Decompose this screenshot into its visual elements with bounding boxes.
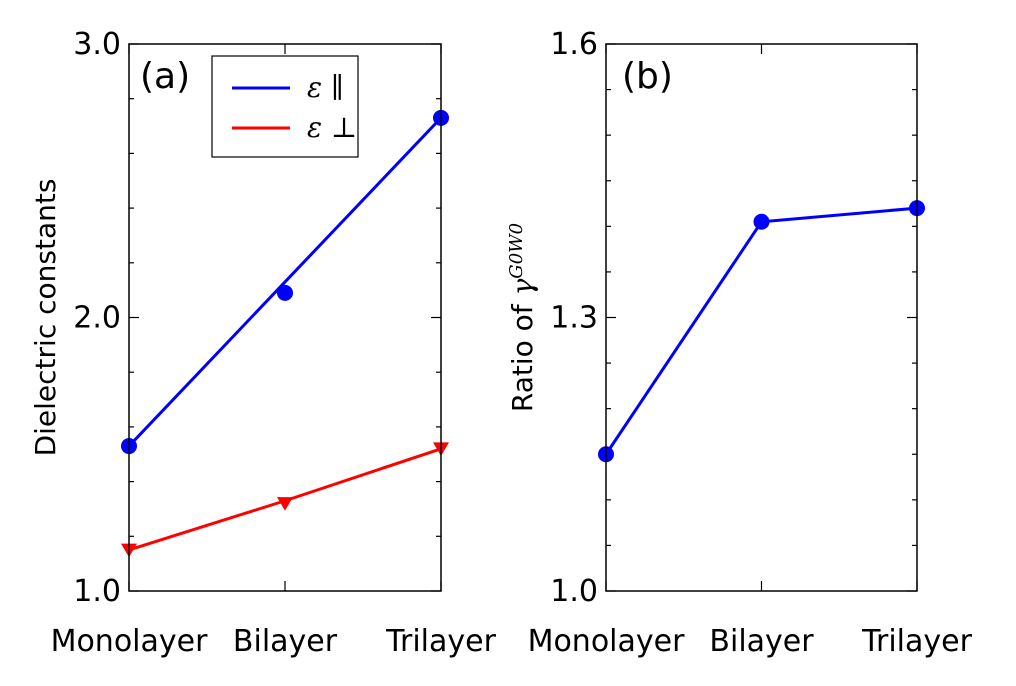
ytick-label: 1.0	[73, 574, 121, 609]
ytick-label: 3.0	[73, 27, 121, 62]
plot-frame	[128, 43, 442, 592]
ytick-label: 1.6	[550, 27, 598, 62]
legend-label: ε ⊥	[307, 111, 357, 144]
series-line-0	[127, 116, 443, 448]
xtick-label: Monolayer	[528, 624, 686, 659]
panel-b: 1.0 1.3 1.6 Monolayer Bilayer Trilayer (b) Rati…	[506, 27, 973, 659]
ytick-label: 2.0	[73, 301, 121, 336]
legend-box	[211, 55, 359, 158]
xtick-label: Bilayer	[233, 624, 338, 659]
data-point	[277, 284, 293, 301]
data-point	[277, 497, 293, 511]
legend-label: ε ∥	[307, 71, 344, 104]
ytick-label: 1.0	[550, 574, 598, 609]
y-axis-label: Dielectric constants	[29, 179, 62, 457]
ytick-label: 1.3	[550, 301, 598, 336]
xtick-label: Monolayer	[51, 624, 209, 659]
xtick-label: Bilayer	[709, 624, 814, 659]
xtick-label: Trilayer	[385, 624, 497, 659]
series-line-0	[604, 206, 918, 456]
panel-label: (b)	[622, 56, 673, 97]
legend: ε ∥ ε ⊥	[211, 55, 359, 158]
data-point	[753, 213, 770, 230]
panel-a: 1.0 2.0 3.0 Monolayer Bilayer Trilayer (a) Diel…	[29, 27, 497, 659]
xtick-label: Trilayer	[861, 624, 973, 659]
plot-frame	[605, 43, 918, 592]
panel-label: (a)	[140, 56, 190, 97]
y-axis-label: Ratio of γG0W0	[506, 223, 540, 412]
